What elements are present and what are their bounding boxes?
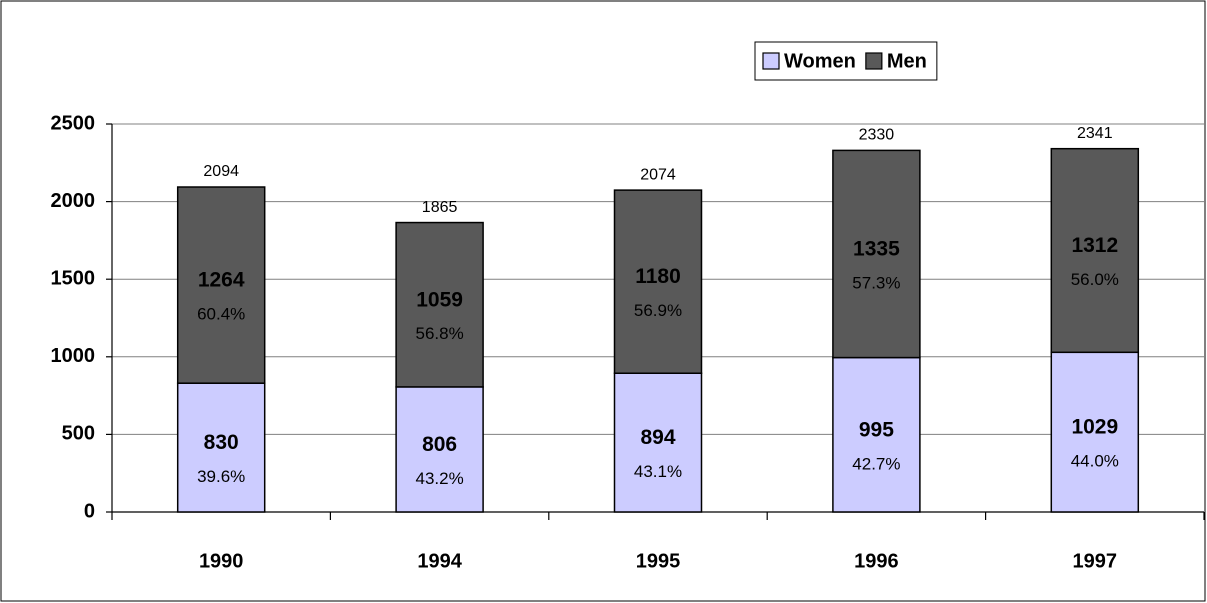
y-tick-label: 0 bbox=[84, 500, 95, 522]
x-tick-label: 1990 bbox=[199, 550, 244, 572]
x-tick-label: 1996 bbox=[854, 550, 899, 572]
value-label: 1335 bbox=[853, 238, 900, 261]
x-tick-label: 1997 bbox=[1073, 550, 1118, 572]
value-label: 995 bbox=[859, 418, 894, 441]
value-label: 830 bbox=[204, 431, 239, 454]
value-label: 1029 bbox=[1071, 416, 1118, 439]
value-label: 1059 bbox=[416, 288, 463, 311]
value-label: 806 bbox=[422, 433, 457, 456]
legend-label: Women bbox=[784, 50, 856, 72]
bar-segment bbox=[1050, 351, 1140, 513]
bar-segment bbox=[1050, 147, 1140, 354]
percent-label: 56.0% bbox=[1071, 270, 1119, 289]
bar-segment bbox=[832, 149, 921, 359]
legend-swatch bbox=[762, 52, 780, 70]
percent-label: 57.3% bbox=[852, 273, 900, 292]
y-tick-label: 500 bbox=[62, 423, 95, 445]
bar-segment bbox=[613, 372, 703, 513]
value-label: 1180 bbox=[635, 265, 681, 288]
total-label: 2341 bbox=[1077, 125, 1113, 142]
legend-label: Men bbox=[887, 50, 927, 72]
y-tick-label: 2500 bbox=[51, 112, 96, 134]
value-label: 894 bbox=[640, 426, 675, 449]
percent-label: 42.7% bbox=[852, 454, 900, 473]
total-label: 1865 bbox=[422, 199, 458, 216]
bar-segment bbox=[176, 382, 266, 513]
value-label: 1264 bbox=[198, 269, 245, 292]
percent-label: 39.6% bbox=[197, 467, 245, 486]
x-tick-label: 1995 bbox=[636, 550, 681, 572]
bar-segment bbox=[832, 356, 921, 513]
y-tick-label: 2000 bbox=[51, 190, 96, 212]
bar-segment bbox=[176, 186, 266, 384]
y-tick-label: 1500 bbox=[51, 267, 96, 289]
bar-segment bbox=[395, 386, 484, 513]
percent-label: 56.8% bbox=[415, 324, 463, 343]
percent-label: 43.1% bbox=[634, 462, 682, 481]
total-label: 2330 bbox=[859, 127, 895, 144]
total-label: 2094 bbox=[203, 163, 239, 180]
y-tick-label: 1000 bbox=[51, 345, 96, 367]
legend: Women Men bbox=[754, 41, 938, 81]
percent-label: 43.2% bbox=[415, 469, 463, 488]
total-label: 2074 bbox=[640, 166, 676, 183]
legend-box bbox=[754, 41, 938, 81]
x-tick-label: 1994 bbox=[417, 550, 462, 572]
legend-swatch bbox=[865, 52, 883, 70]
value-label: 1312 bbox=[1071, 234, 1118, 257]
percent-label: 56.9% bbox=[634, 301, 682, 320]
bar-segment bbox=[395, 221, 484, 388]
percent-label: 44.0% bbox=[1071, 452, 1119, 471]
bar-segment bbox=[613, 189, 703, 375]
percent-label: 60.4% bbox=[197, 305, 245, 324]
